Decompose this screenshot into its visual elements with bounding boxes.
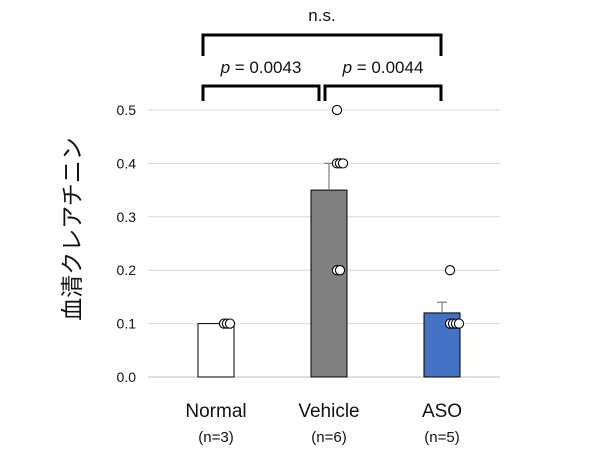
significance-brackets: p = 0.0043 p = 0.0044 n.s. xyxy=(201,6,443,101)
significance-label: p = 0.0043 xyxy=(220,58,302,77)
y-axis: 0.0 0.1 0.2 0.3 0.4 0.5 xyxy=(117,102,137,385)
bar-normal xyxy=(197,323,235,378)
error-bars xyxy=(324,162,447,313)
category-label: Vehicle xyxy=(298,401,359,422)
y-tick-label: 0.3 xyxy=(117,209,137,225)
significance-label: n.s. xyxy=(308,6,335,25)
significance-bracket xyxy=(201,84,321,101)
data-point xyxy=(444,265,456,276)
bars xyxy=(197,189,461,378)
significance-label: p = 0.0044 xyxy=(342,58,424,77)
significance-bracket xyxy=(201,33,443,56)
data-point xyxy=(331,104,343,116)
sample-size-label: (n=6) xyxy=(311,429,346,446)
y-tick-label: 0.2 xyxy=(117,262,137,278)
significance-bracket xyxy=(323,84,443,101)
data-point xyxy=(224,318,236,329)
y-axis-label: 血清クレアチニン xyxy=(60,137,86,321)
data-points xyxy=(218,104,465,329)
y-tick-label: 0.4 xyxy=(117,155,137,171)
x-axis: Normal (n=3) Vehicle (n=6) ASO (n=5) xyxy=(185,401,462,446)
y-tick-label: 0.1 xyxy=(117,316,137,332)
sample-size-label: (n=3) xyxy=(198,429,233,446)
category-label: ASO xyxy=(422,401,462,422)
data-point xyxy=(337,158,349,169)
category-label: Normal xyxy=(185,401,246,422)
data-point xyxy=(453,318,465,329)
y-tick-label: 0.5 xyxy=(117,102,137,118)
data-point xyxy=(334,265,346,276)
bar-vehicle xyxy=(310,189,348,378)
sample-size-label: (n=5) xyxy=(424,429,459,446)
y-tick-label: 0.0 xyxy=(117,369,137,385)
